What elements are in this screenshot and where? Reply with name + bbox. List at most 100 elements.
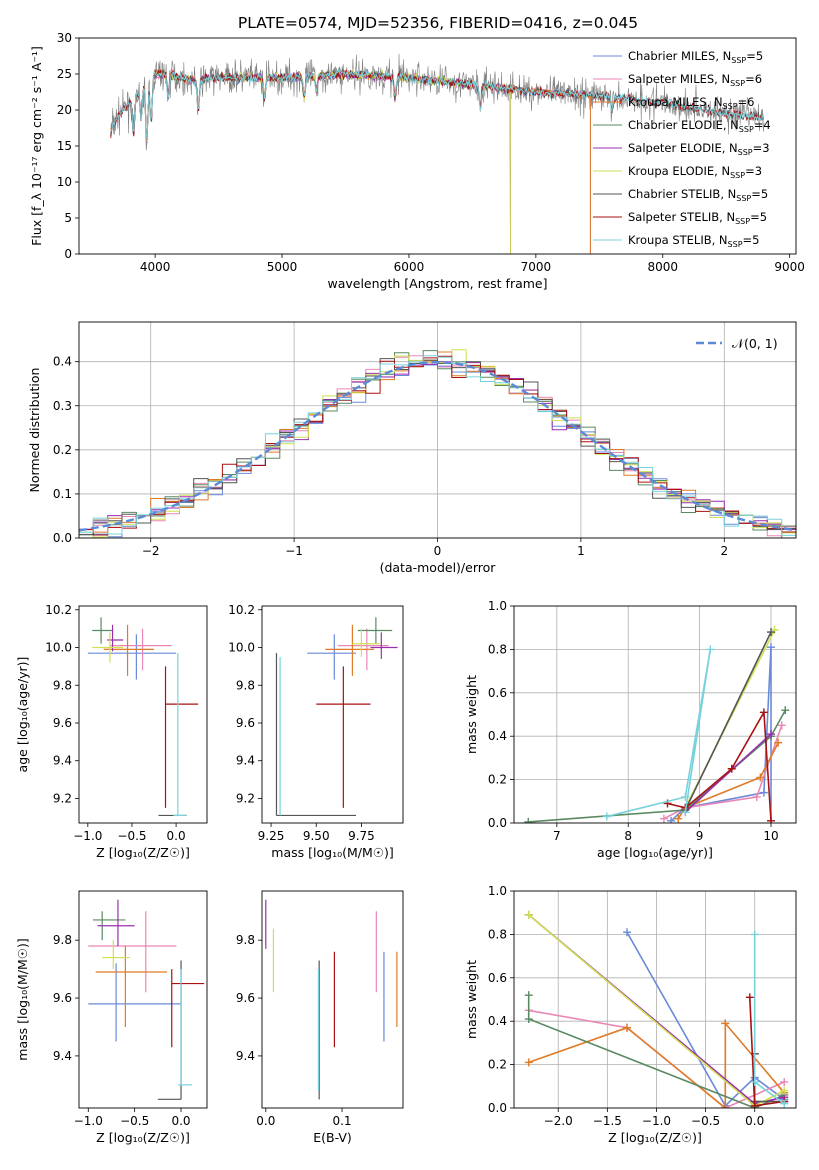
mass-weight-marker bbox=[781, 706, 790, 715]
errorbar-point bbox=[92, 617, 113, 644]
mass-weight-line bbox=[528, 709, 787, 823]
panel-massweight-vs-Z: −2.0 −1.5 −1.0 −0.5 0.0 0.0 0.2 0.4 0.6 0.8 1.0 Z [… bbox=[464, 884, 797, 1145]
mass-weight-marker bbox=[524, 1015, 533, 1024]
age-vs-mass-plot-area bbox=[275, 617, 398, 817]
mass-weight-marker bbox=[706, 645, 715, 654]
y-tick-label: 9.6 bbox=[236, 716, 255, 730]
mass-weight-marker bbox=[750, 1077, 759, 1086]
y-tick-label: 9.6 bbox=[236, 991, 255, 1005]
y-tick-label: 0.8 bbox=[488, 927, 507, 941]
mass-weight-marker bbox=[727, 764, 736, 773]
x-tick-label: 1 bbox=[577, 544, 585, 558]
x-tick-label: −2.0 bbox=[544, 1114, 573, 1128]
y-tick-label: 9.4 bbox=[53, 754, 72, 768]
mass-weight-line bbox=[677, 742, 779, 820]
x-tick-label: 9.50 bbox=[303, 829, 330, 843]
x-axis-label: age [log₁₀(age/yr)] bbox=[597, 845, 713, 860]
y-axis-label: mass weight bbox=[464, 960, 479, 1039]
massweight-vs-age-plot-area bbox=[514, 606, 796, 823]
y-axis-label: mass weight bbox=[464, 675, 479, 754]
y-tick-label: 25 bbox=[57, 67, 72, 81]
errorbar-point bbox=[325, 624, 375, 676]
errorbar-point bbox=[275, 653, 356, 817]
x-tick-label: 2 bbox=[720, 544, 728, 558]
x-tick-label: 0.1 bbox=[332, 1114, 351, 1128]
y-tick-label: 9.8 bbox=[53, 678, 72, 692]
x-axis-label: wavelength [Angstrom, rest frame] bbox=[327, 276, 547, 291]
mass-weight-marker bbox=[780, 1099, 789, 1108]
mass-weight-line bbox=[753, 934, 785, 1105]
mass-vs-Z-plot-area bbox=[88, 899, 205, 1100]
mass-weight-marker bbox=[681, 808, 690, 817]
errorbar-point bbox=[357, 617, 393, 644]
mass-weight-marker bbox=[721, 1019, 730, 1028]
x-axis-label: Z [log₁₀(Z/Z☉)] bbox=[608, 1130, 702, 1145]
panel-spectrum: 4000 5000 6000 7000 8000 9000 0 5 10 15 20 25 30 wave… bbox=[29, 31, 805, 291]
mass-weight-marker bbox=[622, 928, 631, 937]
errorbar-point bbox=[171, 969, 205, 1048]
mass-weight-marker bbox=[780, 1086, 789, 1095]
y-tick-label: 1.0 bbox=[488, 599, 507, 613]
mass-weight-marker bbox=[681, 792, 690, 801]
y-tick-label: 9.2 bbox=[236, 791, 255, 805]
errorbar-point bbox=[164, 666, 199, 808]
x-tick-label: −1.0 bbox=[74, 1114, 103, 1128]
x-axis-label: (data-model)/error bbox=[380, 560, 497, 575]
figure-title: PLATE=0574, MJD=52356, FIBERID=0416, z=0… bbox=[238, 14, 638, 32]
x-tick-label: 10 bbox=[763, 829, 778, 843]
errorbar-point bbox=[88, 963, 182, 1042]
legend-entry: Kroupa STELIB, NSSP=5 bbox=[628, 233, 759, 249]
mass-weight-marker bbox=[524, 817, 533, 823]
mass-weight-marker bbox=[777, 721, 786, 730]
y-axis-label: age [log₁₀(age/yr)] bbox=[15, 657, 30, 773]
mass-weight-marker bbox=[774, 738, 783, 747]
errorbar-point bbox=[370, 632, 398, 659]
mass-weight-marker bbox=[767, 730, 776, 739]
mass-weight-marker bbox=[756, 773, 765, 782]
y-tick-label: 10.2 bbox=[45, 603, 72, 617]
mass-weight-line bbox=[606, 649, 712, 818]
mass-weight-line bbox=[753, 1053, 785, 1103]
y-tick-label: 0.2 bbox=[488, 1058, 507, 1072]
errorbar-point bbox=[102, 940, 131, 970]
x-tick-label: 0.0 bbox=[167, 829, 186, 843]
y-tick-label: 9.8 bbox=[53, 933, 72, 947]
mass-weight-marker bbox=[602, 812, 611, 821]
mass-vs-EBV-plot-area bbox=[265, 899, 398, 1100]
mass-weight-marker bbox=[750, 1101, 759, 1108]
x-tick-label: 4000 bbox=[140, 260, 171, 274]
y-tick-label: 0.2 bbox=[53, 443, 72, 457]
x-tick-label: 5000 bbox=[267, 260, 298, 274]
mass-weight-marker bbox=[622, 1023, 631, 1032]
y-tick-label: 9.4 bbox=[236, 754, 255, 768]
axes-frame bbox=[78, 890, 208, 1109]
y-tick-label: 0.4 bbox=[488, 1014, 507, 1028]
y-tick-label: 9.4 bbox=[236, 1049, 255, 1063]
mass-weight-marker bbox=[745, 993, 754, 1002]
x-axis-label: E(B-V) bbox=[313, 1130, 352, 1145]
panel-age-vs-Z: −1.0 −0.5 0.0 9.2 9.4 9.6 9.8 10.0 10.2 Z [log₁₀(… bbox=[15, 603, 208, 860]
mass-weight-marker bbox=[667, 816, 676, 823]
errorbar-point bbox=[316, 666, 371, 808]
mass-weight-marker bbox=[750, 930, 759, 939]
axes-frame bbox=[78, 605, 208, 824]
y-tick-label: 10.0 bbox=[228, 641, 255, 655]
errorbar-point bbox=[92, 632, 124, 663]
x-tick-label: 6000 bbox=[394, 260, 425, 274]
spectrum-model-line bbox=[110, 68, 765, 140]
errorbar-point bbox=[173, 653, 187, 817]
y-tick-label: 0.8 bbox=[488, 642, 507, 656]
x-tick-label: 0.0 bbox=[171, 1114, 190, 1128]
x-axis-label: Z [log₁₀(Z/Z☉)] bbox=[96, 845, 190, 860]
axes-frame bbox=[513, 605, 797, 824]
age-vs-Z-plot-area bbox=[87, 617, 199, 817]
legend-entry: Chabrier STELIB, NSSP=5 bbox=[628, 187, 768, 203]
y-tick-label: 0.4 bbox=[53, 355, 72, 369]
legend-entry: Kroupa MILES, NSSP=6 bbox=[628, 95, 754, 111]
mass-weight-marker bbox=[524, 1058, 533, 1067]
mass-weight-marker bbox=[721, 1104, 730, 1108]
x-axis-label: mass [log₁₀(M/M☉)] bbox=[271, 845, 393, 860]
mass-weight-line bbox=[684, 631, 772, 811]
x-axis-label: Z [log₁₀(Z/Z☉)] bbox=[96, 1130, 190, 1145]
x-tick-label: −1.0 bbox=[73, 829, 102, 843]
